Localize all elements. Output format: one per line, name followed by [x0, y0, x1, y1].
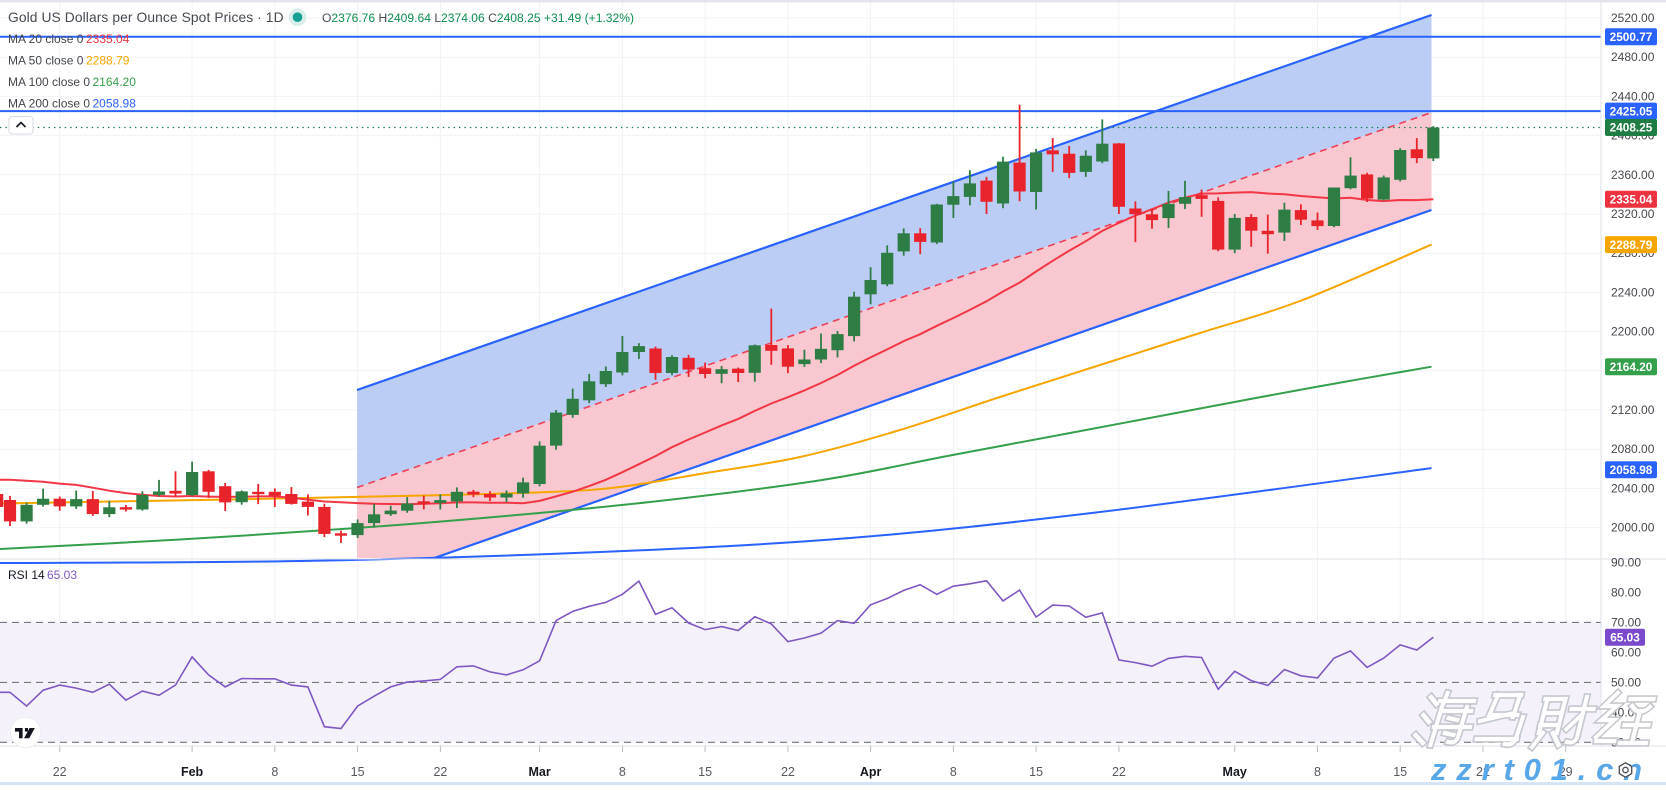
svg-text:MA 50 close 0: MA 50 close 0: [8, 54, 84, 68]
svg-text:2288.79: 2288.79: [86, 54, 130, 68]
svg-text:2200.00: 2200.00: [1611, 325, 1655, 339]
svg-text:8: 8: [271, 765, 278, 779]
svg-text:O2376.76 H2409.64 L2374.06 C24: O2376.76 H2409.64 L2374.06 C2408.25 +31.…: [322, 11, 634, 25]
svg-text:Gold US Dollars per Ounce Spot: Gold US Dollars per Ounce Spot Prices · …: [8, 10, 284, 25]
svg-text:65.03: 65.03: [47, 568, 77, 582]
svg-text:15: 15: [1029, 765, 1043, 779]
svg-text:29: 29: [1559, 765, 1573, 779]
svg-text:60.00: 60.00: [1611, 645, 1641, 659]
svg-text:8: 8: [950, 765, 957, 779]
svg-text:Apr: Apr: [860, 765, 882, 779]
svg-text:MA 200 close 0: MA 200 close 0: [8, 97, 90, 111]
svg-text:zzrt01.cn: zzrt01.cn: [1430, 752, 1652, 785]
svg-text:15: 15: [1393, 765, 1407, 779]
svg-text:50.00: 50.00: [1611, 675, 1641, 689]
svg-text:MA 20 close 0: MA 20 close 0: [8, 32, 84, 46]
svg-text:65.03: 65.03: [1610, 631, 1640, 645]
svg-text:22: 22: [1476, 765, 1490, 779]
svg-text:2440.00: 2440.00: [1611, 89, 1655, 103]
svg-text:22: 22: [433, 765, 447, 779]
svg-text:2058.98: 2058.98: [1610, 463, 1653, 477]
svg-text:Mar: Mar: [528, 765, 550, 779]
svg-text:80.00: 80.00: [1611, 586, 1641, 600]
svg-text:2080.00: 2080.00: [1611, 442, 1655, 456]
svg-text:2164.20: 2164.20: [93, 75, 137, 89]
svg-text:15: 15: [698, 765, 712, 779]
svg-text:May: May: [1223, 765, 1247, 779]
svg-text:2480.00: 2480.00: [1611, 50, 1655, 64]
svg-text:8: 8: [1314, 765, 1321, 779]
svg-text:RSI 14: RSI 14: [8, 568, 45, 582]
svg-text:70.00: 70.00: [1611, 615, 1641, 629]
svg-text:2058.98: 2058.98: [93, 97, 137, 111]
svg-text:2120.00: 2120.00: [1611, 403, 1655, 417]
svg-text:2520.00: 2520.00: [1611, 11, 1655, 25]
svg-text:8: 8: [619, 765, 626, 779]
svg-text:2040.00: 2040.00: [1611, 481, 1655, 495]
svg-text:2164.20: 2164.20: [1610, 360, 1653, 374]
svg-text:22: 22: [1112, 765, 1126, 779]
svg-text:2240.00: 2240.00: [1611, 285, 1655, 299]
svg-text:2425.05: 2425.05: [1610, 104, 1653, 118]
svg-text:Feb: Feb: [181, 765, 204, 779]
svg-text:MA 100 close 0: MA 100 close 0: [8, 75, 90, 89]
svg-text:15: 15: [351, 765, 365, 779]
svg-text:2360.00: 2360.00: [1611, 168, 1655, 182]
svg-text:2500.77: 2500.77: [1610, 30, 1653, 44]
svg-text:2288.79: 2288.79: [1610, 238, 1653, 252]
svg-text:2335.04: 2335.04: [1610, 193, 1653, 207]
svg-text:2000.00: 2000.00: [1611, 521, 1655, 535]
svg-text:2408.25: 2408.25: [1610, 121, 1653, 135]
svg-text:2335.04: 2335.04: [86, 32, 130, 46]
svg-text:22: 22: [53, 765, 67, 779]
svg-text:90.00: 90.00: [1611, 556, 1641, 570]
svg-text:22: 22: [781, 765, 795, 779]
svg-text:2320.00: 2320.00: [1611, 207, 1655, 221]
